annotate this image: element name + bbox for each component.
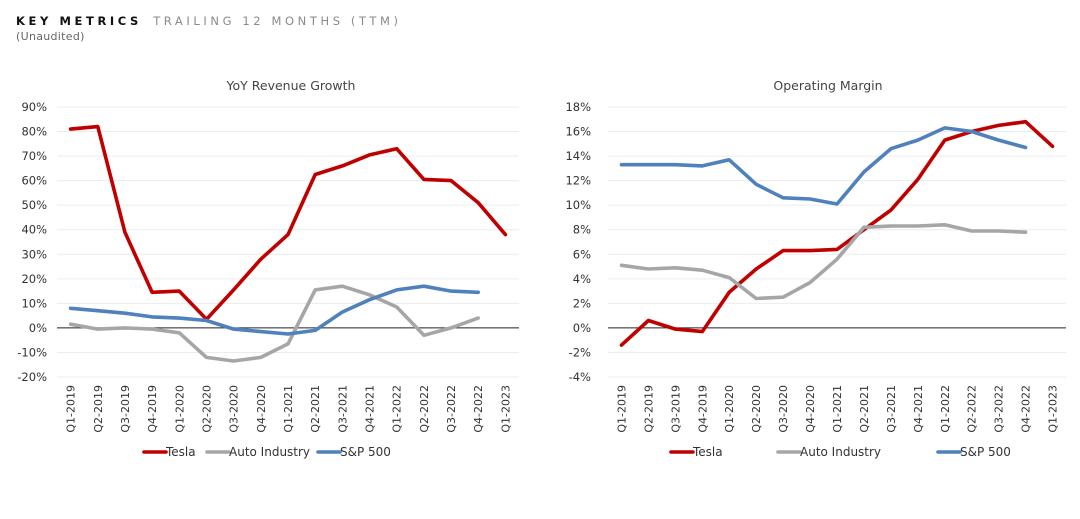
legend-label: Tesla — [692, 445, 723, 459]
series-line-sandp-500 — [68, 284, 480, 336]
y-tick-label: 0% — [573, 321, 591, 335]
y-tick-label: 0% — [29, 321, 47, 335]
legend-label: S&P 500 — [960, 445, 1011, 459]
x-tick-label: Q2-2020 — [200, 385, 213, 433]
y-tick-label: 60% — [21, 174, 47, 188]
x-tick-label: Q3-2021 — [885, 385, 898, 433]
x-tick-label: Q1-2020 — [173, 385, 186, 433]
x-tick-label: Q2-2019 — [92, 385, 105, 433]
legend-item-auto-industry: Auto Industry — [205, 445, 310, 459]
x-tick-label: Q4-2019 — [146, 385, 159, 433]
x-tick-label: Q3-2020 — [228, 385, 241, 433]
x-tick-label: Q4-2019 — [696, 385, 709, 433]
legend-label: S&P 500 — [340, 445, 391, 459]
y-tick-label: -2% — [569, 345, 591, 359]
series-line-auto-industry — [619, 223, 1028, 301]
chart-title: Operating Margin — [773, 78, 882, 93]
x-tick-label: Q3-2022 — [993, 385, 1006, 433]
series-line-sandp-500 — [619, 126, 1028, 206]
x-tick-label: Q4-2020 — [804, 385, 817, 433]
x-tick-label: Q4-2021 — [912, 385, 925, 433]
series-line-auto-industry — [68, 284, 480, 363]
page-title-strong: KEY METRICS — [16, 14, 142, 28]
page-subtitle: (Unaudited) — [16, 30, 85, 43]
x-tick-label: Q1-2022 — [391, 385, 404, 433]
y-tick-label: -10% — [17, 345, 47, 359]
x-tick-label: Q2-2021 — [309, 385, 322, 433]
x-tick-label: Q4-2022 — [472, 385, 485, 433]
x-tick-label: Q3-2022 — [445, 385, 458, 433]
x-tick-label: Q1-2019 — [615, 385, 628, 433]
y-tick-label: 10% — [21, 296, 47, 310]
x-tick-label: Q2-2022 — [418, 385, 431, 433]
y-tick-label: 8% — [573, 223, 591, 237]
y-tick-label: 18% — [565, 100, 591, 114]
x-tick-label: Q4-2021 — [364, 385, 377, 433]
x-tick-label: Q2-2019 — [642, 385, 655, 433]
x-tick-label: Q2-2021 — [858, 385, 871, 433]
x-tick-label: Q3-2019 — [669, 385, 682, 433]
page-title: KEY METRICS TRAILING 12 MONTHS (TTM) — [16, 14, 402, 28]
y-tick-label: 40% — [21, 223, 47, 237]
x-tick-label: Q3-2021 — [336, 385, 349, 433]
y-tick-label: 12% — [565, 174, 591, 188]
legend-item-tesla: Tesla — [142, 445, 196, 459]
x-tick-label: Q3-2019 — [119, 385, 132, 433]
y-tick-label: 6% — [573, 247, 591, 261]
y-tick-label: 10% — [565, 198, 591, 212]
y-tick-label: 90% — [21, 100, 47, 114]
x-tick-label: Q1-2019 — [65, 385, 78, 433]
revenue-growth-chart: YoY Revenue Growth -20% -10% 0% 10% 20% 30% 40%… — [17, 78, 519, 459]
legend-item-auto-industry: Auto Industry — [776, 445, 881, 459]
x-tick-label: Q1-2020 — [723, 385, 736, 433]
y-tick-label: 70% — [21, 149, 47, 163]
y-tick-label: 30% — [21, 247, 47, 261]
page-title-light: TRAILING 12 MONTHS (TTM) — [153, 14, 402, 28]
y-tick-label: 14% — [565, 149, 591, 163]
x-tick-label: Q2-2022 — [966, 385, 979, 433]
series-line-tesla — [619, 119, 1055, 347]
y-tick-label: 20% — [21, 272, 47, 286]
y-tick-label: -20% — [17, 370, 47, 384]
x-tick-label: Q1-2023 — [499, 385, 512, 433]
y-tick-label: 16% — [565, 125, 591, 139]
x-tick-label: Q1-2023 — [1047, 385, 1060, 433]
operating-margin-chart: Operating Margin -4% -2% 0% 2% 4% 6% 8% 10% 12% 14… — [565, 78, 1066, 459]
page-header: KEY METRICS TRAILING 12 MONTHS (TTM) (Un… — [16, 14, 402, 43]
legend-label: Tesla — [165, 445, 196, 459]
chart-title: YoY Revenue Growth — [226, 78, 356, 93]
x-tick-label: Q1-2021 — [282, 385, 295, 433]
series-line-tesla — [68, 124, 508, 322]
legend-item-sandp-500: S&P 500 — [936, 445, 1011, 459]
x-tick-label: Q2-2020 — [750, 385, 763, 433]
y-tick-label: 4% — [573, 272, 591, 286]
x-tick-label: Q1-2021 — [831, 385, 844, 433]
legend-item-sandp-500: S&P 500 — [316, 445, 391, 459]
legend-label: Auto Industry — [229, 445, 310, 459]
y-tick-label: -4% — [569, 370, 591, 384]
legend-label: Auto Industry — [800, 445, 881, 459]
y-tick-label: 80% — [21, 125, 47, 139]
x-tick-label: Q4-2020 — [255, 385, 268, 433]
y-tick-label: 50% — [21, 198, 47, 212]
y-tick-label: 2% — [573, 296, 591, 310]
legend-item-tesla: Tesla — [669, 445, 723, 459]
x-tick-label: Q1-2022 — [939, 385, 952, 433]
x-tick-label: Q3-2020 — [777, 385, 790, 433]
x-tick-label: Q4-2022 — [1020, 385, 1033, 433]
